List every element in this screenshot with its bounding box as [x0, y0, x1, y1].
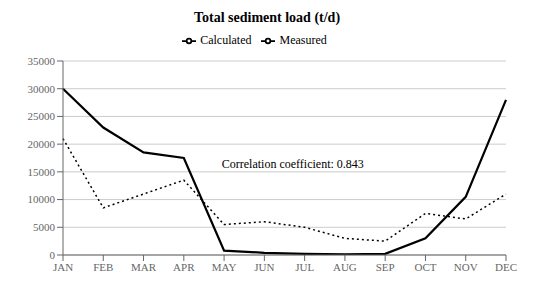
svg-text:MAY: MAY — [212, 261, 237, 273]
svg-text:JUL: JUL — [295, 261, 314, 273]
html-text:Measured: Measured — [279, 33, 327, 47]
svg-text:20000: 20000 — [28, 138, 56, 150]
svg-text:DEC: DEC — [495, 261, 517, 273]
svg-text:JUN: JUN — [254, 261, 274, 273]
svg-text:MAR: MAR — [131, 261, 157, 273]
svg-text:FEB: FEB — [93, 261, 113, 273]
svg-text:0: 0 — [50, 249, 56, 261]
svg-text:SEP: SEP — [376, 261, 395, 273]
svg-text:AUG: AUG — [333, 261, 357, 273]
svg-text:15000: 15000 — [28, 166, 56, 178]
html-text:Correlation coefficient: 0.843: Correlation coefficient: 0.843 — [221, 156, 364, 171]
html-text:Total sediment load (t/d): Total sediment load (t/d) — [193, 10, 340, 25]
svg-text:NOV: NOV — [454, 261, 478, 273]
svg-text:30000: 30000 — [28, 83, 56, 95]
svg-text:35000: 35000 — [28, 55, 56, 67]
svg-text:JAN: JAN — [53, 261, 73, 273]
svg-text:5000: 5000 — [33, 221, 56, 233]
svg-text:25000: 25000 — [28, 110, 56, 122]
html-text:Calculated: Calculated — [200, 33, 252, 47]
svg-text:10000: 10000 — [28, 193, 56, 205]
svg-text:APR: APR — [173, 261, 195, 273]
svg-text:OCT: OCT — [414, 261, 436, 273]
